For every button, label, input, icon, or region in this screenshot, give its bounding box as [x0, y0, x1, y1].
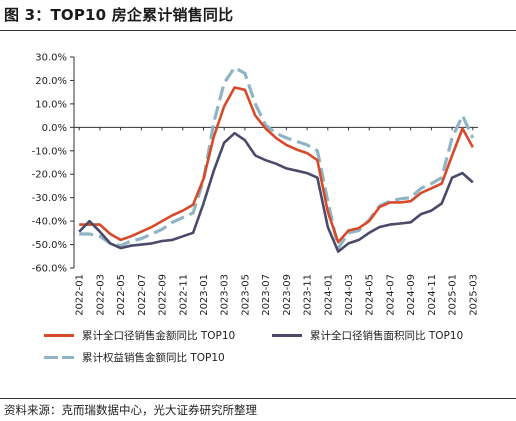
- x-tick-label: 2022-01: [75, 274, 86, 316]
- chart-title: 图 3：TOP10 房企累计销售同比: [4, 6, 234, 24]
- legend-swatch: [44, 356, 74, 359]
- y-tick-label: -10.0%: [32, 146, 67, 157]
- y-tick-label: -60.0%: [32, 264, 67, 275]
- x-tick-label: 2024-07: [385, 274, 396, 316]
- x-tick-label: 2024-11: [427, 274, 438, 316]
- y-tick-label: 30.0%: [35, 53, 67, 64]
- x-tick-label: 2022-07: [137, 274, 148, 316]
- legend-label: 累计权益销售金额同比 TOP10: [82, 352, 225, 364]
- x-tick-label: 2023-05: [240, 274, 251, 316]
- legend-item-sales-amount: 累计全口径销售金额同比 TOP10: [44, 328, 235, 343]
- x-tick-label: 2024-03: [344, 274, 355, 316]
- legend-swatch: [272, 334, 302, 337]
- y-tick-label: 0.0%: [42, 123, 67, 134]
- x-tick-label: 2023-07: [261, 274, 272, 316]
- legend-label: 累计全口径销售金额同比 TOP10: [82, 330, 236, 342]
- x-tick-label: 2024-01: [323, 274, 334, 316]
- x-tick-label: 2023-03: [220, 274, 231, 316]
- y-tick-label: -30.0%: [32, 193, 67, 204]
- x-tick-label: 2025-01: [448, 274, 459, 316]
- y-tick-label: 10.0%: [35, 99, 67, 110]
- x-tick-label: 2022-03: [95, 274, 106, 316]
- y-tick-label: -20.0%: [32, 170, 67, 181]
- legend-item-sales-area: 累计全口径销售面积同比 TOP10: [272, 328, 463, 343]
- x-tick-label: 2023-01: [199, 274, 210, 316]
- x-tick-label: 2024-09: [406, 274, 417, 316]
- y-tick-label: 20.0%: [35, 76, 67, 87]
- legend-item-equity-sales-amount: 累计权益销售金额同比 TOP10: [44, 350, 225, 365]
- series-line-0: [79, 86, 474, 244]
- series-lines: [78, 65, 475, 253]
- x-tick-label: 2022-09: [158, 274, 169, 316]
- legend-label: 累计全口径销售面积同比 TOP10: [310, 330, 464, 342]
- axes: 30.0% 20.0% 10.0% 0.0% -10.0% -20.0% -30.0% -40…: [32, 53, 480, 316]
- y-tick-label: -50.0%: [32, 240, 67, 251]
- source-divider: [0, 398, 516, 399]
- x-tick-label: 2025-03: [468, 274, 479, 316]
- x-tick-label: 2023-11: [303, 274, 314, 316]
- series-line-2: [79, 65, 475, 250]
- title-divider: [0, 30, 516, 31]
- x-tick-label: 2023-09: [282, 274, 293, 316]
- series-line-1: [78, 131, 474, 253]
- line-chart: 30.0% 20.0% 10.0% 0.0% -10.0% -20.0% -30.0% -40…: [32, 53, 480, 316]
- x-tick-label: 2024-05: [365, 274, 376, 316]
- y-tick-label: -40.0%: [32, 217, 67, 228]
- chart-legend: 累计全口径销售金额同比 TOP10 累计全口径销售面积同比 TOP10 累计权益…: [0, 326, 516, 376]
- x-tick-label: 2022-11: [178, 274, 189, 316]
- x-tick-label: 2022-05: [116, 274, 127, 316]
- legend-swatch: [44, 334, 74, 337]
- source-note: 资料来源：克而瑞数据中心，光大证券研究所整理: [4, 403, 257, 417]
